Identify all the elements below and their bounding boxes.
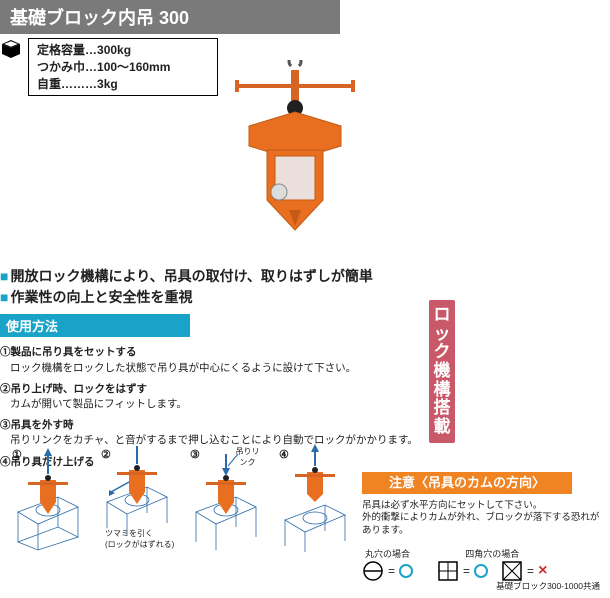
round-hole-label: 丸穴の場合 (362, 548, 413, 560)
spec-grip-value: 100～160mm (97, 60, 170, 74)
caution-block: 注意〈吊具のカムの方向〉 吊具は必ず水平方向にセットして下さい。 外的衝撃により… (362, 472, 602, 582)
feature-2: 作業性の向上と安全性を重視 (10, 289, 192, 305)
diagram-2-label: ツマミを引く (ロックがはずれる) (105, 528, 181, 550)
round-hole-case: 丸穴の場合 = (362, 548, 413, 582)
square-hole-label: 四角穴の場合 (437, 548, 547, 560)
spec-weight-label: 自重 (37, 77, 61, 91)
step-1: ①製品に吊り具をセットする ロック機構をロックした状態で吊り具が中心にくるように… (0, 345, 610, 375)
diagram-num: ① (12, 448, 22, 461)
spec-capacity-value: 300kg (97, 43, 131, 57)
square-bullet-icon: ■ (0, 268, 8, 284)
spec-weight-value: 3kg (97, 77, 118, 91)
caution-text: 吊具は必ず水平方向にセットして下さい。 外的衝撃によりカムが外れ、ブロックが落下… (362, 500, 602, 538)
diagram-3: ③ 吊りリンク (188, 442, 263, 555)
square-hole-x-icon (501, 560, 523, 582)
step-desc: カムが開いて製品にフィットします。 (0, 397, 610, 412)
caution-title: 注意〈吊具のカムの方向〉 (362, 472, 572, 494)
diagram-3-label: 吊りリンク (232, 446, 263, 468)
step-2: ②吊り上げ時、ロックをはずす カムが開いて製品にフィットします。 (0, 382, 610, 412)
ok-icon (399, 564, 413, 578)
square-hole-case: 四角穴の場合 = = × (437, 548, 547, 582)
page-title: 基礎ブロック内吊 300 (0, 0, 340, 34)
diagram-num: ③ (190, 448, 200, 461)
square-hole-h-icon (437, 560, 459, 582)
howto-title: 使用方法 (0, 314, 190, 337)
spec-grip-label: つかみ巾 (37, 60, 85, 74)
round-hole-icon (362, 560, 384, 582)
feature-lines: ■開放ロック機構により、吊具の取付け、取りはずしが簡単 ■作業性の向上と安全性を… (0, 266, 610, 308)
product-illustration (205, 55, 385, 245)
step-title: ③吊具を外す時 (0, 418, 610, 433)
diagram-num: ④ (279, 448, 289, 461)
ok-icon (474, 564, 488, 578)
step-title: ②吊り上げ時、ロックをはずす (0, 382, 610, 397)
cube-icon (0, 38, 22, 60)
step-desc: ロック機構をロックした状態で吊り具が中心にくるように設けて下さい。 (0, 361, 610, 376)
diagram-1: ① (10, 442, 85, 555)
footnote: 基礎ブロック300-1000共通 (496, 580, 600, 592)
diagram-4: ④ (277, 442, 352, 555)
step-title: ①製品に吊り具をセットする (0, 345, 610, 360)
diagram-row: ① ② ツマミを引く (ロックがはずれる) (10, 442, 352, 555)
hole-cases: 丸穴の場合 = 四角穴の場合 = = × (362, 548, 602, 582)
specs-box: 定格容量…300kg つかみ巾…100～160mm 自重………3kg (28, 38, 218, 96)
lock-mechanism-badge: ロック機構搭載 (429, 300, 455, 443)
diagram-num: ② (101, 448, 111, 461)
spec-capacity-label: 定格容量 (37, 43, 85, 57)
square-bullet-icon: ■ (0, 289, 8, 305)
ng-icon: × (538, 560, 547, 582)
diagram-2: ② ツマミを引く (ロックがはずれる) (99, 442, 174, 555)
feature-1: 開放ロック機構により、吊具の取付け、取りはずしが簡単 (10, 268, 372, 284)
